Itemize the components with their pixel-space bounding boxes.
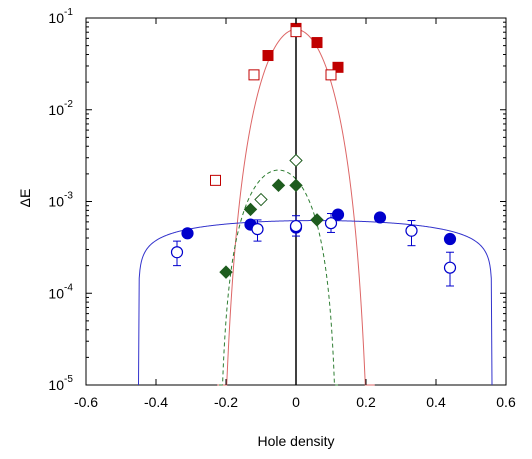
axes: -0.6 -0.4 -0.2 0 0.2 0.4 0.610-510-410-310-210… — [48, 7, 516, 410]
x-axis-label: Hole density — [257, 433, 334, 449]
y-axis-label: ΔE — [17, 189, 33, 208]
x-tick-label: 0.2 — [356, 394, 376, 410]
data-point-square-filled — [311, 37, 323, 49]
y-tick-label: 10 — [48, 377, 64, 393]
data-point-circle-open — [324, 217, 338, 230]
data-point-square-open — [210, 174, 221, 186]
x-tick-label: 0.4 — [426, 394, 446, 410]
data-point-circle-open — [443, 261, 457, 274]
data-point-square-filled — [262, 50, 274, 62]
data-point-circle-filled — [443, 232, 457, 246]
y-tick-exponent: -2 — [64, 99, 73, 110]
data-point-diamond-filled — [310, 213, 324, 227]
x-tick-label: 0.6 — [496, 394, 516, 410]
data-point-diamond-filled — [243, 202, 258, 217]
data-point-circle-open — [289, 219, 303, 233]
y-tick-exponent: -5 — [64, 374, 73, 385]
data-point-diamond-open — [254, 192, 268, 207]
data-point-circle-open — [170, 246, 184, 259]
y-tick-exponent: -3 — [64, 191, 73, 202]
data-point-square-open — [290, 26, 302, 38]
y-tick-exponent: -4 — [64, 282, 73, 293]
data-point-diamond-filled — [271, 178, 286, 193]
y-tick-exponent: -1 — [64, 7, 73, 18]
x-tick-label: -0.4 — [144, 394, 168, 410]
data-point-square-open — [325, 69, 337, 81]
x-tick-label: 0 — [292, 394, 300, 410]
x-tick-label: -0.2 — [214, 394, 238, 410]
y-tick-label: 10 — [48, 194, 64, 210]
y-tick-label: 10 — [48, 102, 64, 118]
data-point-circle-filled — [331, 208, 345, 221]
data-point-diamond-open — [289, 153, 303, 168]
y-tick-label: 10 — [48, 10, 64, 26]
data-point-circle-filled — [181, 227, 194, 240]
x-tick-label: -0.6 — [74, 394, 98, 410]
data-point-circle-open — [405, 224, 418, 237]
data-point-square-open — [248, 69, 260, 81]
y-tick-label: 10 — [48, 285, 64, 301]
data-point-diamond-filled — [219, 265, 233, 279]
data-point-circle-filled — [373, 211, 387, 224]
fit-curve — [219, 169, 338, 386]
data-point-diamond-filled — [289, 178, 303, 193]
data-point-circle-open — [251, 223, 264, 236]
data-point-square-filled — [332, 61, 344, 73]
data-markers — [170, 22, 457, 279]
